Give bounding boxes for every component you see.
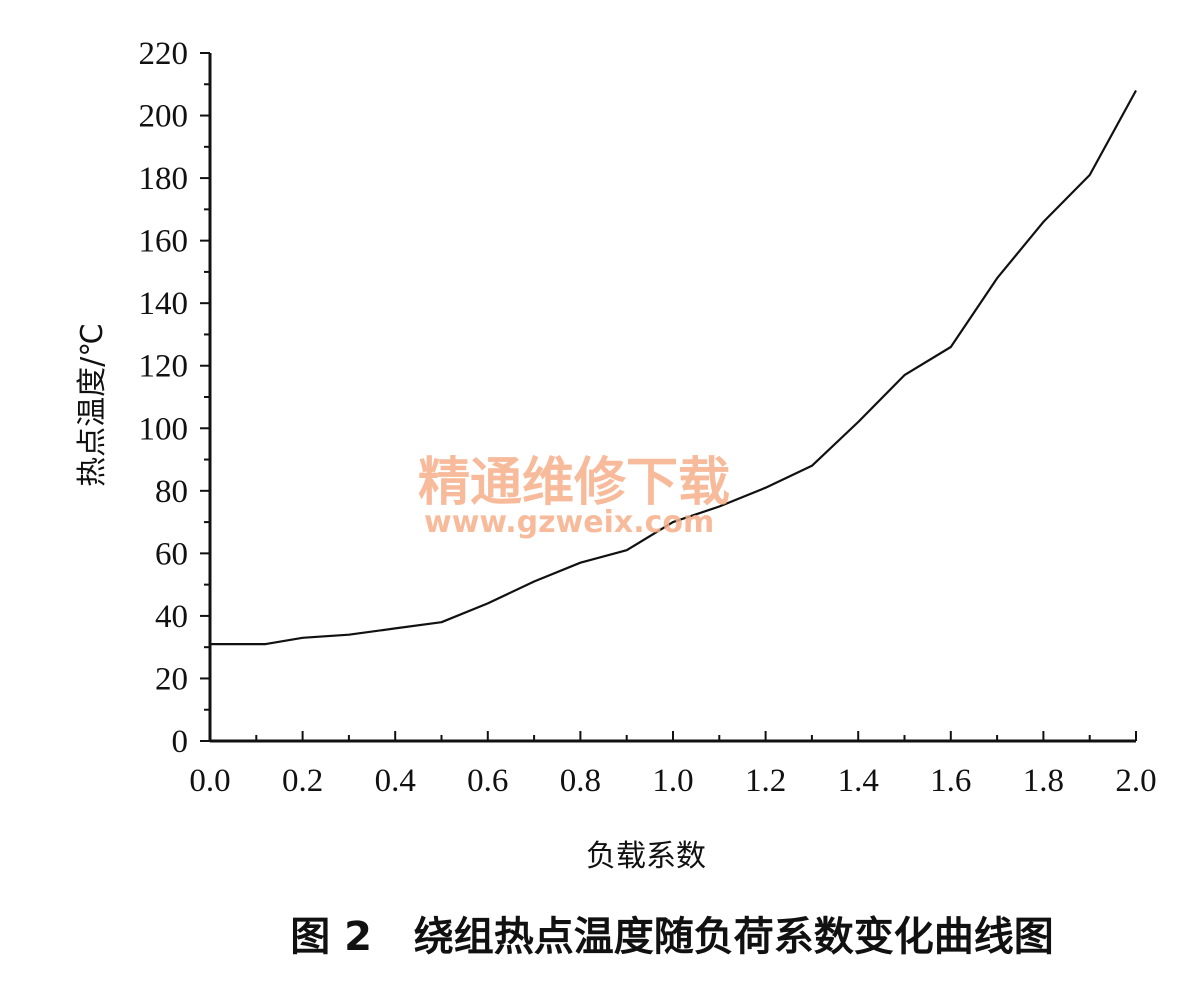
y-tick-label: 120 <box>139 349 189 385</box>
watermark-text: 精通维修下载 <box>418 453 730 513</box>
y-tick-label: 100 <box>139 411 189 447</box>
y-tick-label: 60 <box>155 536 188 572</box>
x-tick-label: 1.2 <box>745 763 786 799</box>
y-tick-label: 20 <box>155 661 188 697</box>
y-tick-label: 220 <box>139 36 189 72</box>
x-tick-label: 0.4 <box>375 763 416 799</box>
y-tick-label: 180 <box>139 161 189 197</box>
y-axis-title: 热点温度/℃ <box>75 323 110 487</box>
y-tick-label: 160 <box>139 224 189 260</box>
y-tick-label: 80 <box>155 474 188 510</box>
series-line <box>210 89 1137 646</box>
y-tick-label: 200 <box>139 99 189 135</box>
x-tick-label: 0.8 <box>560 763 601 799</box>
y-tick-label: 140 <box>139 286 189 322</box>
y-tick-label: 0 <box>172 724 189 760</box>
x-tick-label: 0.6 <box>467 763 508 799</box>
x-tick-label: 2.0 <box>1115 763 1156 799</box>
y-tick-label: 40 <box>155 599 188 635</box>
x-tick-label: 0.2 <box>282 763 323 799</box>
x-ticks: 0.0 0.2 0.4 0.6 0.8 1.0 1.2 1.4 1.6 1.8 2.0 <box>189 731 1157 799</box>
y-ticks: 0 20 40 60 80 100 120 140 160 180 200 220 <box>139 36 210 760</box>
x-tick-label: 0.0 <box>189 763 230 799</box>
x-tick-label: 1.0 <box>652 763 693 799</box>
figure-caption: 图 2 绕组热点温度随负荷系数变化曲线图 <box>290 914 1054 960</box>
x-tick-label: 1.8 <box>1023 763 1064 799</box>
watermark-url: www.gzweix.com <box>424 505 714 540</box>
x-tick-label: 1.4 <box>838 763 879 799</box>
x-axis-title: 负载系数 <box>586 839 706 874</box>
x-tick-label: 1.6 <box>930 763 971 799</box>
